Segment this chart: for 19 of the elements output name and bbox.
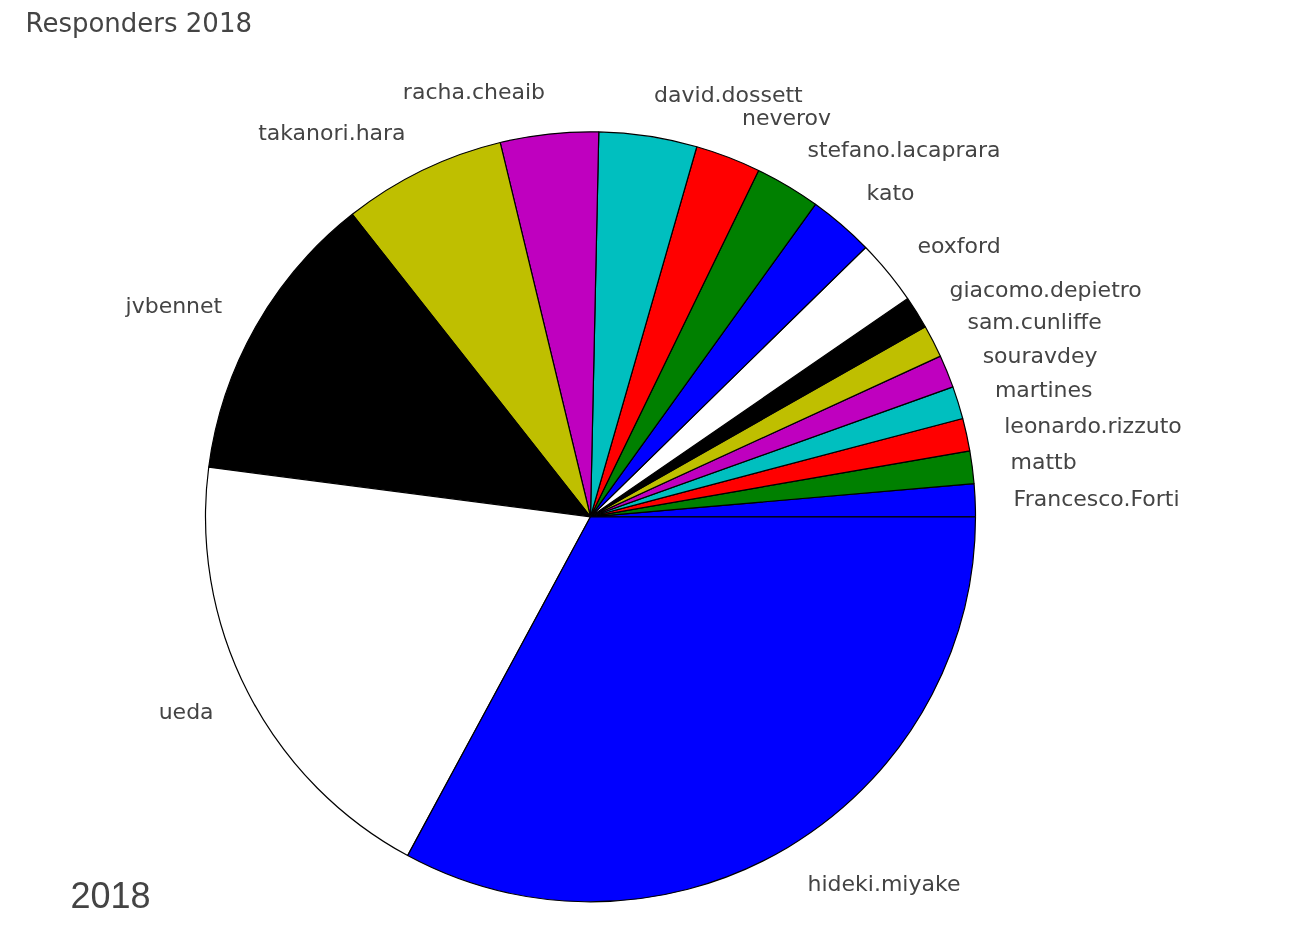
slice-label: jvbennet — [124, 293, 223, 319]
slice-label: leonardo.rizzuto — [1004, 413, 1182, 439]
slice-label: martines — [994, 377, 1093, 403]
slice-label: souravdey — [982, 342, 1098, 368]
slice-label: giacomo.depietro — [949, 277, 1142, 303]
slice-label: neverov — [741, 105, 832, 131]
slice-label: hideki.miyake — [807, 871, 961, 897]
text: 2018 — [70, 874, 151, 916]
slice-label: kato — [866, 180, 915, 206]
slice-label: david.dossett — [654, 81, 804, 107]
slice-label: takanori.hara — [258, 119, 406, 145]
slice-label: Francesco.Forti — [1013, 485, 1180, 511]
slice-label: stefano.lacaprara — [807, 137, 1001, 163]
slice-label: ueda — [158, 699, 214, 725]
slice-label: eoxford — [917, 232, 1001, 258]
slice-label: racha.cheaib — [402, 79, 546, 105]
chart-title: Responders 2018 — [25, 7, 252, 38]
slice-label: mattb — [1010, 449, 1077, 475]
slice-label: sam.cunliffe — [967, 309, 1102, 335]
